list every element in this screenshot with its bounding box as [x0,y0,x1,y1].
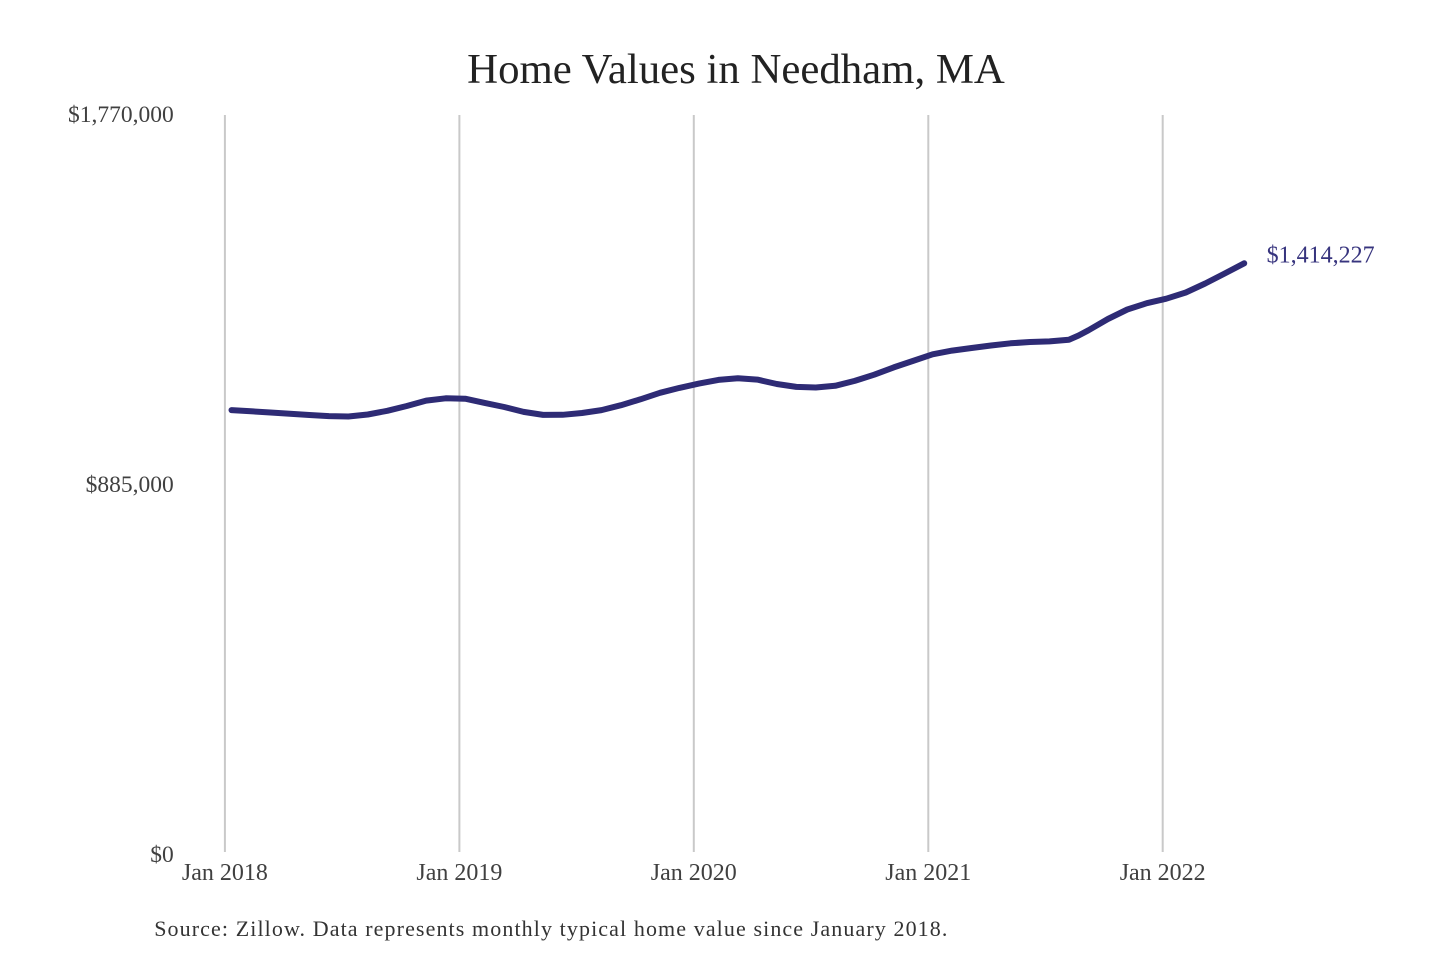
svg-text:$885,000: $885,000 [86,472,174,498]
svg-text:$1,770,000: $1,770,000 [68,102,174,128]
svg-text:Home Values in Needham, MA: Home Values in Needham, MA [467,46,1005,93]
svg-text:$0: $0 [150,842,174,868]
svg-text:Jan 2019: Jan 2019 [416,860,502,886]
svg-text:Jan 2020: Jan 2020 [651,860,737,886]
svg-text:Jan 2021: Jan 2021 [885,860,971,886]
svg-text:Source: Zillow. Data represent: Source: Zillow. Data represents monthly … [154,916,948,941]
svg-text:$1,414,227: $1,414,227 [1267,243,1375,269]
svg-text:Jan 2018: Jan 2018 [182,860,268,886]
svg-text:Jan 2022: Jan 2022 [1120,860,1206,886]
